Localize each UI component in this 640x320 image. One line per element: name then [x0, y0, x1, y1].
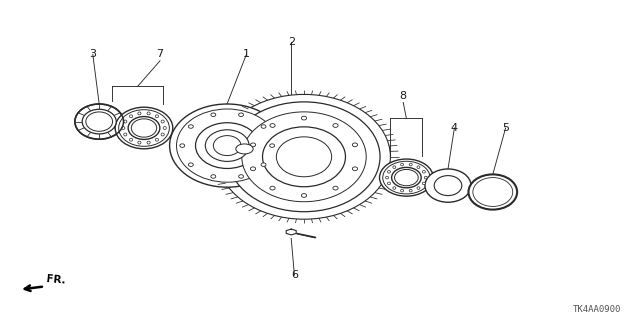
- Text: 3: 3: [90, 49, 96, 60]
- Ellipse shape: [213, 136, 241, 156]
- Ellipse shape: [131, 119, 157, 137]
- Ellipse shape: [250, 167, 255, 171]
- Text: TK4AA0900: TK4AA0900: [572, 305, 621, 314]
- Ellipse shape: [422, 171, 426, 173]
- Ellipse shape: [170, 104, 285, 187]
- Ellipse shape: [239, 113, 244, 116]
- Ellipse shape: [161, 133, 164, 136]
- Text: 1: 1: [243, 49, 250, 60]
- Text: 6: 6: [291, 270, 298, 280]
- Ellipse shape: [353, 143, 358, 147]
- Ellipse shape: [380, 159, 433, 196]
- Text: FR.: FR.: [46, 274, 67, 286]
- Ellipse shape: [129, 138, 132, 141]
- Ellipse shape: [177, 109, 278, 182]
- Ellipse shape: [401, 189, 404, 192]
- Ellipse shape: [393, 187, 396, 189]
- Ellipse shape: [75, 104, 124, 139]
- Ellipse shape: [261, 125, 266, 128]
- Ellipse shape: [82, 109, 116, 134]
- Ellipse shape: [156, 115, 159, 118]
- Ellipse shape: [395, 169, 418, 186]
- Ellipse shape: [353, 167, 358, 171]
- Ellipse shape: [333, 124, 338, 127]
- Ellipse shape: [129, 115, 132, 118]
- Ellipse shape: [156, 138, 159, 141]
- Ellipse shape: [196, 123, 259, 168]
- Text: 4: 4: [451, 123, 458, 133]
- Ellipse shape: [218, 94, 390, 219]
- Ellipse shape: [393, 166, 396, 168]
- Ellipse shape: [147, 141, 150, 144]
- Ellipse shape: [301, 116, 307, 120]
- Ellipse shape: [128, 116, 160, 140]
- Ellipse shape: [417, 187, 420, 189]
- Ellipse shape: [124, 133, 127, 136]
- Ellipse shape: [236, 144, 253, 154]
- Ellipse shape: [387, 182, 390, 185]
- Ellipse shape: [239, 175, 244, 178]
- Ellipse shape: [270, 124, 275, 127]
- Text: 8: 8: [399, 91, 407, 101]
- Ellipse shape: [118, 110, 170, 146]
- Ellipse shape: [262, 127, 346, 187]
- Text: 7: 7: [156, 49, 164, 60]
- Ellipse shape: [270, 186, 275, 190]
- Ellipse shape: [468, 174, 517, 210]
- Text: 5: 5: [502, 123, 509, 133]
- Ellipse shape: [261, 163, 266, 166]
- Ellipse shape: [188, 163, 193, 166]
- Ellipse shape: [301, 194, 307, 197]
- Polygon shape: [286, 229, 296, 235]
- Ellipse shape: [211, 175, 216, 178]
- Ellipse shape: [385, 176, 388, 179]
- Ellipse shape: [161, 120, 164, 123]
- Ellipse shape: [424, 176, 428, 179]
- Text: 2: 2: [287, 36, 295, 47]
- Ellipse shape: [138, 141, 141, 144]
- Ellipse shape: [425, 169, 471, 202]
- Ellipse shape: [417, 166, 420, 168]
- Ellipse shape: [383, 161, 430, 194]
- Ellipse shape: [434, 176, 462, 196]
- Ellipse shape: [228, 102, 380, 212]
- Ellipse shape: [401, 163, 404, 166]
- Ellipse shape: [387, 171, 390, 173]
- Ellipse shape: [188, 125, 193, 128]
- Ellipse shape: [473, 178, 513, 206]
- Ellipse shape: [147, 112, 150, 115]
- Ellipse shape: [392, 167, 421, 188]
- Ellipse shape: [205, 130, 249, 161]
- Ellipse shape: [138, 112, 141, 115]
- Ellipse shape: [422, 182, 426, 185]
- Ellipse shape: [163, 126, 166, 130]
- Ellipse shape: [124, 120, 127, 123]
- Ellipse shape: [409, 163, 412, 166]
- Ellipse shape: [122, 126, 125, 130]
- Ellipse shape: [115, 107, 173, 149]
- Ellipse shape: [86, 112, 113, 131]
- Ellipse shape: [276, 137, 332, 177]
- Ellipse shape: [242, 112, 366, 202]
- Ellipse shape: [180, 144, 185, 148]
- Ellipse shape: [269, 144, 275, 148]
- Ellipse shape: [409, 189, 412, 192]
- Ellipse shape: [211, 113, 216, 116]
- Ellipse shape: [333, 186, 338, 190]
- Ellipse shape: [250, 143, 255, 147]
